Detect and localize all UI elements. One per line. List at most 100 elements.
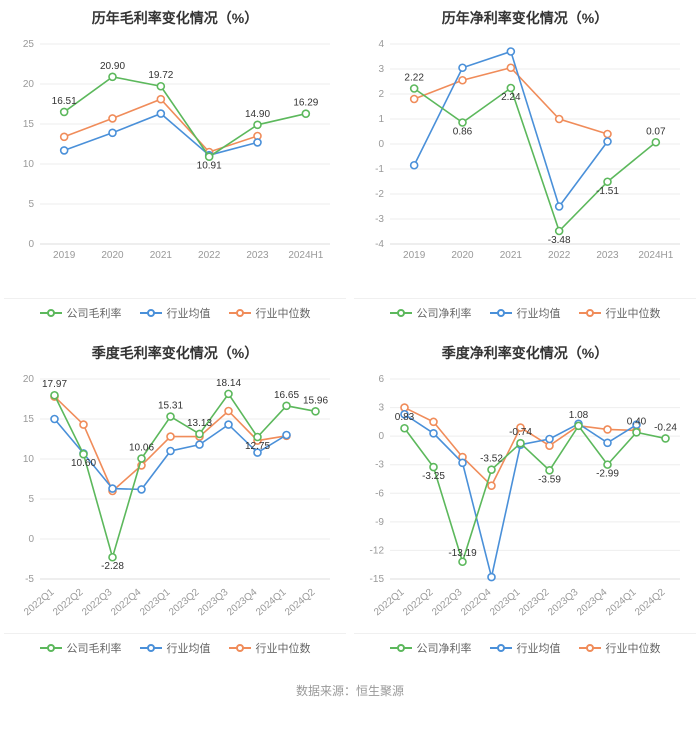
chart-quarter-gross: -5051015202022Q12022Q22022Q32022Q42023Q1… <box>4 367 346 627</box>
legend-industry-median: 行业中位数 <box>229 640 311 656</box>
legend-annual-gross: 公司毛利率行业均值行业中位数 <box>4 298 346 331</box>
svg-text:0.07: 0.07 <box>646 126 666 137</box>
svg-text:5: 5 <box>28 494 34 505</box>
svg-text:2023Q3: 2023Q3 <box>546 587 581 619</box>
svg-text:10.06: 10.06 <box>129 443 154 454</box>
svg-text:-2.99: -2.99 <box>596 469 619 480</box>
svg-text:2022Q2: 2022Q2 <box>51 587 86 619</box>
svg-text:2022Q4: 2022Q4 <box>459 587 494 619</box>
svg-text:-2.28: -2.28 <box>101 561 124 572</box>
data-source-footer: 数据来源：恒生聚源 <box>0 670 700 713</box>
svg-text:-1.51: -1.51 <box>596 186 619 197</box>
svg-text:-4: -4 <box>375 239 384 250</box>
svg-text:20: 20 <box>23 374 35 385</box>
svg-text:-3.52: -3.52 <box>480 454 503 465</box>
panel-annual-gross: 历年毛利率变化情况（%） 051015202520192020202120222… <box>0 0 350 335</box>
svg-text:19.72: 19.72 <box>148 70 173 81</box>
svg-text:-3: -3 <box>375 460 384 471</box>
legend-industry-median: 行业中位数 <box>579 305 661 321</box>
svg-text:0.83: 0.83 <box>395 412 415 423</box>
svg-text:2022: 2022 <box>548 250 571 261</box>
svg-text:2024Q1: 2024Q1 <box>604 587 639 619</box>
svg-text:0.40: 0.40 <box>627 416 647 427</box>
svg-text:2024Q2: 2024Q2 <box>283 587 318 619</box>
svg-text:15.96: 15.96 <box>303 395 328 406</box>
svg-text:25: 25 <box>23 39 35 50</box>
svg-text:0.86: 0.86 <box>453 127 473 138</box>
svg-text:18.14: 18.14 <box>216 378 241 389</box>
svg-text:10.60: 10.60 <box>71 458 96 469</box>
svg-text:2023Q4: 2023Q4 <box>575 587 610 619</box>
svg-text:2022Q1: 2022Q1 <box>372 587 407 619</box>
panel-annual-net: 历年净利率变化情况（%） -4-3-2-10123420192020202120… <box>350 0 700 335</box>
svg-text:2022Q2: 2022Q2 <box>401 587 436 619</box>
svg-text:2022Q4: 2022Q4 <box>109 587 144 619</box>
svg-text:12.75: 12.75 <box>245 441 270 452</box>
svg-text:-6: -6 <box>375 488 384 499</box>
svg-text:2022Q1: 2022Q1 <box>22 587 57 619</box>
title-quarter-net: 季度净利率变化情况（%） <box>354 343 696 363</box>
legend-company: 公司毛利率 <box>40 640 122 656</box>
svg-text:0: 0 <box>378 139 384 150</box>
title-annual-gross: 历年毛利率变化情况（%） <box>4 8 346 28</box>
svg-text:5: 5 <box>28 199 34 210</box>
svg-text:2023Q4: 2023Q4 <box>225 587 260 619</box>
legend-company: 公司净利率 <box>390 305 472 321</box>
svg-text:14.90: 14.90 <box>245 109 270 120</box>
svg-text:2020: 2020 <box>101 250 124 261</box>
svg-text:-12: -12 <box>370 545 385 556</box>
svg-text:15: 15 <box>23 414 35 425</box>
svg-text:-3.48: -3.48 <box>548 235 571 246</box>
legend-industry-median: 行业中位数 <box>579 640 661 656</box>
svg-text:10: 10 <box>23 454 35 465</box>
svg-text:16.51: 16.51 <box>52 96 77 107</box>
svg-text:2022: 2022 <box>198 250 221 261</box>
svg-text:20.90: 20.90 <box>100 61 125 72</box>
svg-text:-0.24: -0.24 <box>654 422 677 433</box>
svg-text:16.65: 16.65 <box>274 390 299 401</box>
svg-text:10.91: 10.91 <box>197 161 222 172</box>
svg-text:0: 0 <box>28 239 34 250</box>
svg-text:10: 10 <box>23 159 35 170</box>
svg-text:2024H1: 2024H1 <box>638 250 673 261</box>
svg-text:3: 3 <box>378 403 384 414</box>
svg-text:2021: 2021 <box>150 250 173 261</box>
svg-text:2024Q2: 2024Q2 <box>633 587 668 619</box>
svg-text:-15: -15 <box>370 574 385 585</box>
svg-text:2023Q2: 2023Q2 <box>167 587 202 619</box>
title-quarter-gross: 季度毛利率变化情况（%） <box>4 343 346 363</box>
svg-text:2023: 2023 <box>246 250 269 261</box>
chart-annual-gross: 0510152025201920202021202220232024H116.5… <box>4 32 346 292</box>
svg-text:6: 6 <box>378 374 384 385</box>
legend-company: 公司毛利率 <box>40 305 122 321</box>
svg-text:2.24: 2.24 <box>501 92 521 103</box>
svg-text:16.29: 16.29 <box>293 98 318 109</box>
svg-text:2023Q1: 2023Q1 <box>488 587 523 619</box>
svg-text:20: 20 <box>23 79 35 90</box>
svg-text:-1: -1 <box>375 164 384 175</box>
svg-text:3: 3 <box>378 64 384 75</box>
svg-text:-3.59: -3.59 <box>538 474 561 485</box>
panel-quarter-net: 季度净利率变化情况（%） -15-12-9-6-30362022Q12022Q2… <box>350 335 700 670</box>
legend-industry-avg: 行业均值 <box>140 640 211 656</box>
title-annual-net: 历年净利率变化情况（%） <box>354 8 696 28</box>
legend-industry-avg: 行业均值 <box>140 305 211 321</box>
svg-text:2020: 2020 <box>451 250 474 261</box>
svg-text:-2: -2 <box>375 189 384 200</box>
svg-text:-13.19: -13.19 <box>448 548 477 559</box>
svg-text:1: 1 <box>378 114 384 125</box>
svg-text:2.22: 2.22 <box>404 73 424 84</box>
svg-text:2019: 2019 <box>403 250 426 261</box>
svg-text:2024H1: 2024H1 <box>288 250 323 261</box>
chart-annual-net: -4-3-2-101234201920202021202220232024H12… <box>354 32 696 292</box>
svg-text:2024Q1: 2024Q1 <box>254 587 289 619</box>
svg-text:2022Q3: 2022Q3 <box>80 587 115 619</box>
svg-text:17.97: 17.97 <box>42 379 67 390</box>
legend-industry-avg: 行业均值 <box>490 640 561 656</box>
legend-quarter-net: 公司净利率行业均值行业中位数 <box>354 633 696 666</box>
svg-text:1.08: 1.08 <box>569 410 589 421</box>
chart-quarter-net: -15-12-9-6-30362022Q12022Q22022Q32022Q42… <box>354 367 696 627</box>
svg-text:2023: 2023 <box>596 250 619 261</box>
legend-industry-avg: 行业均值 <box>490 305 561 321</box>
svg-text:0: 0 <box>28 534 34 545</box>
